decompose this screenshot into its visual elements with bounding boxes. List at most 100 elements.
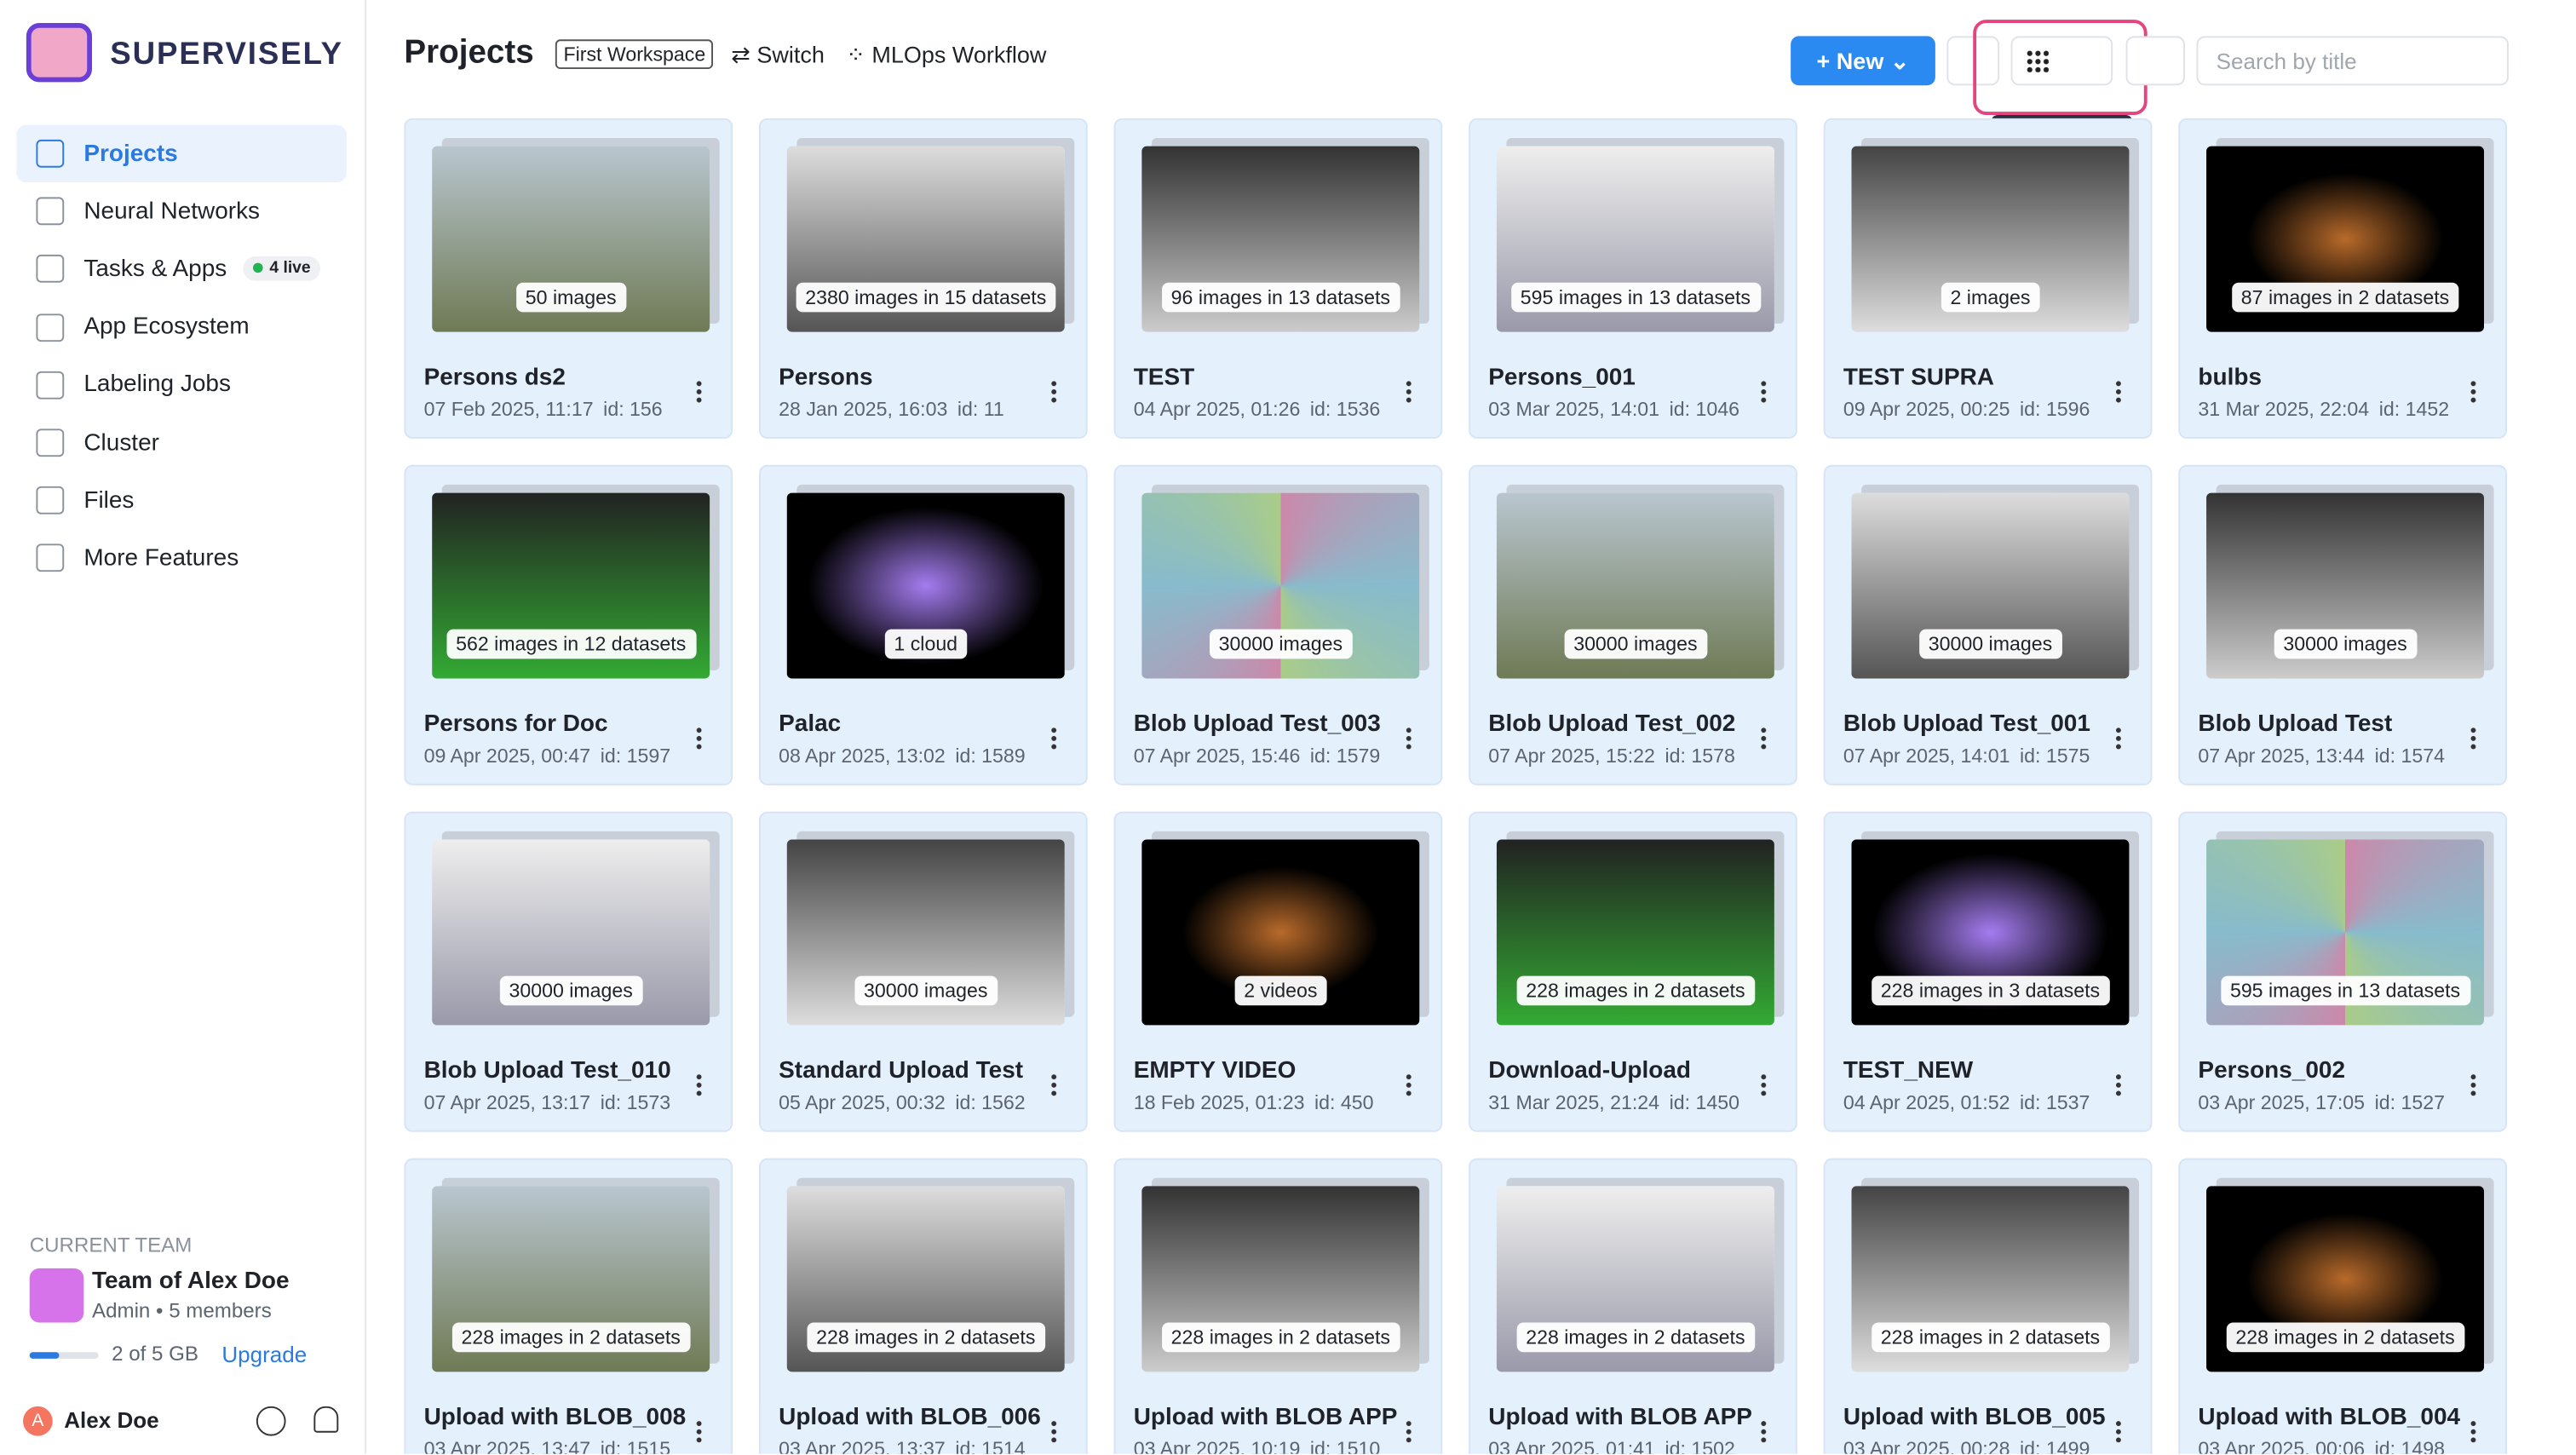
nav-item[interactable]: Projects [16,124,347,183]
workflow[interactable]: ⁘ MLOps Workflow [846,41,1047,68]
workflow-label[interactable]: MLOps Workflow [871,41,1047,68]
card-title[interactable]: Upload with BLOB APP [1488,1404,1752,1431]
grid-icon[interactable] [2025,49,2049,72]
project-card[interactable]: 228 images in 2 datasets Upload with BLOB… [404,1158,733,1454]
project-card[interactable]: 1 cloud Palac 08 Apr 2025, 13:02 id: 1589 [758,464,1088,785]
project-card[interactable]: 228 images in 2 datasets Upload with BLOB… [1823,1158,2153,1454]
project-card[interactable]: 30000 images Blob Upload Test_010 07 Apr 2… [404,811,733,1132]
nav-item[interactable]: Cluster [16,414,347,471]
card-title[interactable]: TEST_NEW [1843,1057,1974,1084]
menu-button[interactable] [696,726,702,750]
card-title[interactable]: Upload with BLOB_006 [779,1404,1041,1431]
nav-label[interactable]: Tasks & Apps [83,256,227,283]
project-card[interactable]: 30000 images Standard Upload Test 05 Apr 2… [758,811,1088,1132]
card-title[interactable]: Upload with BLOB_004 [2198,1404,2461,1431]
project-card[interactable]: 87 images in 2 datasets bulbs 31 Mar 2025,… [2178,118,2507,439]
project-card[interactable]: 96 images in 13 datasets TEST 04 Apr 2025,… [1113,118,1443,439]
fullscreen-button[interactable] [2125,36,2185,86]
project-card[interactable]: 228 images in 2 datasets Download-Upload 3… [1469,811,1797,1132]
menu-button[interactable] [2115,1073,2121,1096]
menu-button[interactable] [1761,1073,1767,1096]
nav-label[interactable]: App Ecosystem [83,313,250,341]
search[interactable]: Search by title [2196,36,2509,86]
nav-label[interactable]: More Features [83,545,239,572]
menu-button[interactable] [1051,1073,1057,1096]
project-card[interactable]: 30000 images Blob Upload Test_003 07 Apr 2… [1113,464,1443,785]
card-title[interactable]: Palac [779,711,842,738]
card-title[interactable]: Blob Upload Test_010 [423,1057,671,1084]
workspace[interactable]: First Workspace [555,39,714,69]
card-title[interactable]: Persons_002 [2198,1057,2346,1084]
project-card[interactable]: 562 images in 12 datasets Persons for Doc… [404,464,733,785]
project-card[interactable]: 30000 images Blob Upload Test_001 07 Apr 2… [1823,464,2153,785]
new-label[interactable]: New [1836,47,1884,74]
card-title[interactable]: Standard Upload Test [779,1057,1024,1084]
nav-item[interactable]: App Ecosystem [16,298,347,355]
nav-label[interactable]: Cluster [83,429,159,457]
project-card[interactable]: 50 images Persons ds2 07 Feb 2025, 11:17 id… [404,118,733,439]
card-title[interactable]: TEST [1133,365,1195,391]
menu-button[interactable] [1406,726,1412,750]
menu-button[interactable] [1406,1419,1412,1443]
help-icon[interactable] [256,1406,286,1436]
menu-button[interactable] [1406,1073,1412,1096]
card-title[interactable]: Blob Upload Test_002 [1488,711,1736,738]
menu-button[interactable] [1761,726,1767,750]
project-card[interactable]: 228 images in 2 datasets Upload with BLOB… [1469,1158,1797,1454]
nav-label[interactable]: Neural Networks [83,198,261,225]
project-card[interactable]: 595 images in 13 datasets Persons_001 03 M… [1469,118,1797,439]
card-title[interactable]: Blob Upload Test_003 [1133,711,1381,738]
menu-button[interactable] [696,379,702,403]
card-title[interactable]: Blob Upload Test [2198,711,2393,738]
nav-item[interactable]: Files [16,472,347,529]
card-title[interactable]: Persons ds2 [423,365,566,391]
switch-label[interactable]: Switch [756,41,825,68]
user-name[interactable]: Alex Doe [64,1407,159,1433]
project-card[interactable]: 2 images TEST SUPRA 09 Apr 2025, 00:25 id: … [1823,118,2153,439]
view-toggle[interactable] [2010,36,2113,86]
upgrade[interactable]: Upgrade [221,1342,308,1367]
menu-button[interactable] [2470,379,2476,403]
menu-button[interactable] [1051,379,1057,403]
nav-item[interactable]: Tasks & Apps 4 live [16,240,347,297]
project-card[interactable]: 2380 images in 15 datasets Persons 28 Jan … [758,118,1088,439]
card-title[interactable]: EMPTY VIDEO [1133,1057,1297,1084]
nav-label[interactable]: Projects [83,140,178,167]
project-card[interactable]: 228 images in 2 datasets Upload with BLOB… [2178,1158,2507,1454]
menu-button[interactable] [2470,1073,2476,1096]
menu-button[interactable] [2470,1419,2476,1443]
menu-button[interactable] [2470,726,2476,750]
card-title[interactable]: Upload with BLOB_008 [423,1404,687,1431]
card-title[interactable]: Download-Upload [1488,1057,1691,1084]
card-title[interactable]: Persons_001 [1488,365,1636,391]
card-title[interactable]: Blob Upload Test_001 [1843,711,2090,738]
menu-button[interactable] [1761,1419,1767,1443]
menu-button[interactable] [696,1419,702,1443]
nav-item[interactable]: More Features [16,530,347,588]
project-card[interactable]: 228 images in 2 datasets Upload with BLOB… [1113,1158,1443,1454]
menu-button[interactable] [696,1073,702,1096]
bell-icon[interactable] [313,1406,339,1433]
project-card[interactable]: 595 images in 13 datasets Persons_002 03 A… [2178,811,2507,1132]
menu-button[interactable] [1051,1419,1057,1443]
project-card[interactable]: 30000 images Blob Upload Test 07 Apr 2025,… [2178,464,2507,785]
menu-button[interactable] [1051,726,1057,750]
switch[interactable]: ⇄ Switch [731,41,825,68]
project-card[interactable]: 30000 images Blob Upload Test_002 07 Apr 2… [1469,464,1797,785]
project-card[interactable]: 228 images in 2 datasets Upload with BLOB… [758,1158,1088,1454]
team-name[interactable]: Team of Alex Doe [91,1268,290,1295]
menu-button[interactable] [2115,726,2121,750]
new-button[interactable]: + New ⌄ [1791,36,1935,86]
card-title[interactable]: Persons [779,365,873,391]
nav-item[interactable]: Neural Networks [16,182,347,239]
project-card[interactable]: 2 videos EMPTY VIDEO 18 Feb 2025, 01:23 id:… [1113,811,1443,1132]
card-title[interactable]: Persons for Doc [423,711,608,738]
nav-label[interactable]: Files [83,487,135,515]
card-title[interactable]: TEST SUPRA [1843,365,1994,391]
project-card[interactable]: 228 images in 3 datasets TEST_NEW 04 Apr 2… [1823,811,2153,1132]
menu-button[interactable] [2115,1419,2121,1443]
menu-button[interactable] [1761,379,1767,403]
nav-label[interactable]: Labeling Jobs [83,371,231,399]
card-title[interactable]: Upload with BLOB APP [1133,1404,1398,1431]
menu-button[interactable] [1406,379,1412,403]
